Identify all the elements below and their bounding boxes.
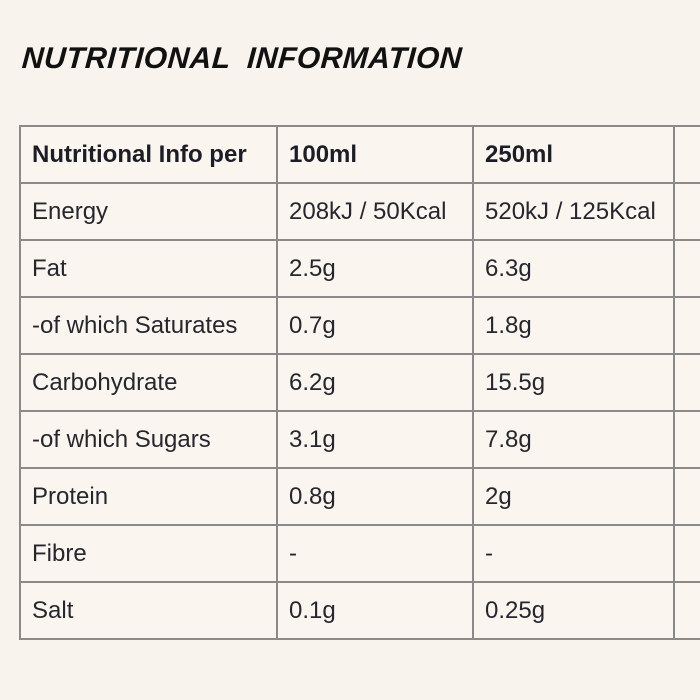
value-cell-100ml: 6.2g: [276, 353, 474, 412]
value-cell-clipped: [673, 581, 700, 640]
value-cell-250ml: 1.8g: [472, 296, 675, 355]
value-cell-250ml: 520kJ / 125Kcal: [472, 182, 675, 241]
value-cell-100ml: 0.7g: [276, 296, 474, 355]
table-row-protein: Protein 0.8g 2g: [19, 467, 700, 526]
value-cell-clipped: [673, 410, 700, 469]
table-row-sugars: -of which Sugars 3.1g 7.8g: [19, 410, 700, 469]
row-label-cell: Carbohydrate: [19, 353, 278, 412]
value-cell-clipped: [673, 296, 700, 355]
row-label-cell: -of which Saturates: [19, 296, 278, 355]
value-cell-100ml: 0.8g: [276, 467, 474, 526]
column-header-250ml: 250ml: [472, 125, 675, 184]
value-cell-100ml: 2.5g: [276, 239, 474, 298]
value-cell-250ml: 15.5g: [472, 353, 675, 412]
row-label-cell: Energy: [19, 182, 278, 241]
column-header-clipped: [673, 125, 700, 184]
nutrition-table: Nutritional Info per 100ml 250ml Energy …: [19, 125, 700, 640]
row-label-cell: Fat: [19, 239, 278, 298]
value-cell-250ml: -: [472, 524, 675, 583]
table-header-row: Nutritional Info per 100ml 250ml: [19, 125, 700, 184]
value-cell-250ml: 0.25g: [472, 581, 675, 640]
table-row-energy: Energy 208kJ / 50Kcal 520kJ / 125Kcal: [19, 182, 700, 241]
value-cell-100ml: 208kJ / 50Kcal: [276, 182, 474, 241]
value-cell-clipped: [673, 353, 700, 412]
value-cell-100ml: -: [276, 524, 474, 583]
row-label-cell: -of which Sugars: [19, 410, 278, 469]
value-cell-100ml: 3.1g: [276, 410, 474, 469]
column-header-100ml: 100ml: [276, 125, 474, 184]
value-cell-250ml: 7.8g: [472, 410, 675, 469]
column-header-label: Nutritional Info per: [19, 125, 278, 184]
table-row-fibre: Fibre - -: [19, 524, 700, 583]
value-cell-clipped: [673, 524, 700, 583]
table-row-salt: Salt 0.1g 0.25g: [19, 581, 700, 640]
value-cell-100ml: 0.1g: [276, 581, 474, 640]
value-cell-250ml: 6.3g: [472, 239, 675, 298]
row-label-cell: Fibre: [19, 524, 278, 583]
value-cell-clipped: [673, 239, 700, 298]
nutrition-table-wrap: Nutritional Info per 100ml 250ml Energy …: [19, 125, 700, 640]
value-cell-clipped: [673, 182, 700, 241]
table-row-carbohydrate: Carbohydrate 6.2g 15.5g: [19, 353, 700, 412]
row-label-cell: Protein: [19, 467, 278, 526]
table-row-saturates: -of which Saturates 0.7g 1.8g: [19, 296, 700, 355]
value-cell-clipped: [673, 467, 700, 526]
table-row-fat: Fat 2.5g 6.3g: [19, 239, 700, 298]
page-title: Nutritional Information: [20, 42, 464, 75]
row-label-cell: Salt: [19, 581, 278, 640]
value-cell-250ml: 2g: [472, 467, 675, 526]
